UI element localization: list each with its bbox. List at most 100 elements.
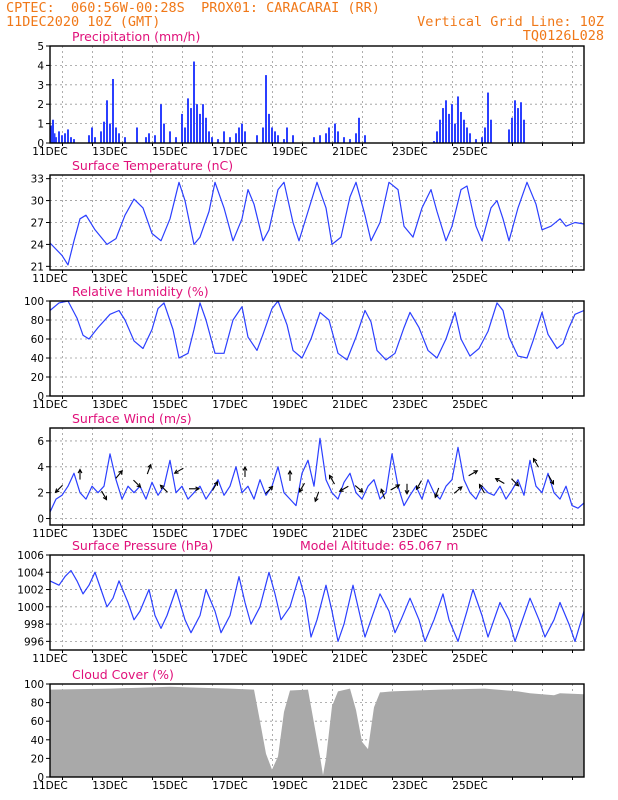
y-tick-label: 100 <box>24 296 44 308</box>
precip-bar <box>256 135 258 143</box>
x-date-label: 25DEC <box>452 653 487 665</box>
panel-title: Surface Wind (m/s) <box>72 411 192 426</box>
y-tick-label: 80 <box>31 315 44 327</box>
wind-arrow-head <box>136 483 142 488</box>
wind-arrow-shaft <box>434 487 440 498</box>
precip-bar <box>511 117 513 143</box>
precip-bar <box>91 127 93 143</box>
precip-bar <box>244 131 246 143</box>
wind-arrow-shaft <box>380 489 386 499</box>
precip-bar <box>223 131 225 143</box>
wind-arrow-head <box>77 468 83 474</box>
precip-bar <box>148 133 150 143</box>
y-tick-label: 100 <box>24 679 44 691</box>
precip-bar <box>481 137 483 143</box>
wind-arrow <box>328 474 335 485</box>
wind-arrow <box>415 480 422 491</box>
wind-arrow-head <box>395 484 401 489</box>
x-date-label: 23DEC <box>392 528 427 540</box>
panel-frame <box>49 300 585 397</box>
precip-bar <box>442 108 444 143</box>
wind-arrow-shaft <box>548 475 554 485</box>
wind-arrow-head <box>358 488 364 493</box>
x-date-label: 25DEC <box>452 528 487 540</box>
rh-series-line <box>49 300 585 361</box>
cloud-cover-area <box>50 686 584 777</box>
x-date-label: 13DEC <box>92 780 127 792</box>
y-tick-label: 1000 <box>17 602 44 614</box>
precip-bar <box>193 61 195 143</box>
precip-bar <box>163 123 165 143</box>
wind-arrow <box>338 485 349 492</box>
wind-arrow-head <box>478 483 484 489</box>
precip-bar <box>211 137 213 143</box>
precip-bar <box>238 127 240 143</box>
wind-arrow <box>434 487 440 499</box>
y-tick-label: 3 <box>37 80 44 92</box>
wind-arrow-head <box>102 495 108 501</box>
wind-arrow-shaft <box>354 485 364 493</box>
panel-precip: 0 1 2 3 4 5 11DEC 13DEC 15DEC 17DEC 19DEC 21DEC 23DE… <box>32 29 585 158</box>
x-date-label: 23DEC <box>392 399 427 411</box>
precip-bar <box>460 111 462 143</box>
precip-bar <box>64 133 66 143</box>
precip-bar <box>61 135 63 143</box>
x-date-label: 23DEC <box>392 273 427 285</box>
wind-arrow-head <box>287 469 293 475</box>
x-date-label: 23DEC <box>392 146 427 158</box>
precip-bar <box>508 129 510 143</box>
wind-arrow <box>468 470 479 477</box>
precip-bar <box>520 102 522 143</box>
wind-arrow <box>390 484 401 491</box>
wind-arrow <box>242 465 248 477</box>
x-date-label: 23DEC <box>392 780 427 792</box>
precip-bar <box>343 137 345 143</box>
wind-arrow-head <box>173 469 179 474</box>
wind-arrow-shaft <box>299 482 305 493</box>
precip-bar <box>145 137 147 143</box>
y-tick-label: 0 <box>37 772 44 784</box>
press-series-line <box>49 569 585 642</box>
precip-bar <box>202 104 204 143</box>
precip-bar <box>160 104 162 143</box>
precip-bar <box>436 131 438 143</box>
y-tick-label: 0 <box>37 391 44 403</box>
wind-arrow-head <box>404 490 410 495</box>
header-run-id: TQ0126L028 <box>522 28 604 44</box>
precip-bar <box>274 131 276 143</box>
y-tick-label: 60 <box>31 334 44 346</box>
precip-bar <box>286 127 288 143</box>
precip-bar <box>115 127 117 143</box>
wind-arrow-shaft <box>160 484 168 493</box>
precip-bar <box>136 127 138 143</box>
wind-arrow <box>77 468 83 480</box>
x-date-label: 15DEC <box>152 399 187 411</box>
wind-arrow-head <box>159 484 165 490</box>
precip-bar <box>439 119 441 143</box>
precip-bar <box>187 98 189 143</box>
y-tick-label: 0 <box>37 138 44 150</box>
x-date-label: 13DEC <box>92 146 127 158</box>
x-date-label: 17DEC <box>212 528 247 540</box>
wind-arrow-head <box>147 463 152 469</box>
x-date-label: 11DEC <box>32 528 67 540</box>
y-tick-label: 30 <box>31 196 44 208</box>
precip-bar <box>50 125 53 143</box>
precip-bar <box>313 137 315 143</box>
wind-arrow-shaft <box>416 480 422 490</box>
precip-bar <box>445 100 447 143</box>
wind-arrow <box>115 469 123 479</box>
precip-bar <box>265 75 267 143</box>
x-date-label: 19DEC <box>272 273 307 285</box>
precip-bar <box>88 135 90 143</box>
header-station: CPTEC: 060:56W-00:28S PROX01: CARACARAI … <box>6 0 380 16</box>
precip-bar <box>196 104 198 143</box>
y-tick-label: 40 <box>31 735 44 747</box>
precip-bar <box>175 137 177 143</box>
x-date-label: 25DEC <box>452 146 487 158</box>
wind-arrow-head <box>328 474 334 480</box>
precip-bar <box>58 131 60 143</box>
wind-arrow-head <box>473 470 479 475</box>
wind-arrow <box>101 490 108 501</box>
panel-temp: 21 24 27 30 33 11DEC 13DEC 15DEC 17DEC 19DEC 21DEC… <box>31 158 585 285</box>
